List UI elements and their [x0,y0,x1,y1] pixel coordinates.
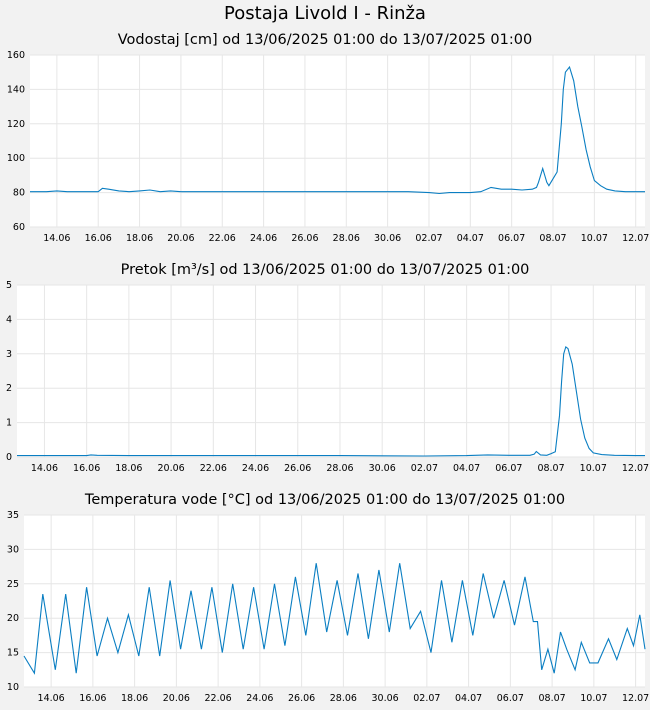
x-tick-label: 12.07 [622,463,649,474]
y-tick-label: 3 [6,349,12,360]
x-tick-label: 20.06 [157,463,184,474]
x-tick-label: 16.06 [79,693,106,704]
x-tick-label: 04.07 [457,233,484,244]
chart-title-discharge: Pretok [m³/s] od 13/06/2025 01:00 do 13/… [120,262,530,278]
x-tick-label: 30.06 [369,463,396,474]
series-line-water-temperature [23,563,646,675]
x-tick-label: 22.06 [200,463,227,474]
x-tick-label: 14.06 [43,233,70,244]
x-tick-label: 16.06 [73,463,100,474]
x-tick-label: 10.07 [581,233,608,244]
plot-area [30,55,645,227]
x-tick-label: 24.06 [242,463,269,474]
x-tick-label: 22.06 [209,233,236,244]
series-line-water-level [30,65,645,195]
y-tick-label: 2 [6,383,12,394]
x-tick-label: 26.06 [291,233,318,244]
y-tick-label: 5 [6,280,12,291]
chart-water-temperature: 10 15 20 25 30 35 14.06 16.06 18.06 20.06 22.06 24.… [7,510,649,704]
y-tick-label: 0 [6,452,12,463]
x-tick-label: 06.07 [495,463,522,474]
y-tick-label: 140 [7,84,25,95]
y-tick-label: 15 [7,648,19,659]
series-line-discharge [17,345,645,457]
y-tick-label: 100 [7,153,25,164]
x-tick-label: 12.07 [622,233,649,244]
x-tick-label: 02.07 [411,463,438,474]
y-tick-label: 160 [7,50,25,61]
page-title: Postaja Livold I - Rinža [224,3,426,24]
x-tick-label: 06.07 [498,233,525,244]
x-tick-label: 18.06 [126,233,153,244]
y-tick-label: 20 [7,613,19,624]
chart-discharge: 0 1 2 3 4 5 14.06 16.06 18.06 20.06 22.06 24.06 26.0… [6,280,649,474]
chart-water-level: 60 80 100 120 140 160 14.06 16.06 18.06 20.06 22.0… [7,50,649,244]
x-tick-label: 24.06 [250,233,277,244]
x-tick-label: 24.06 [246,693,273,704]
y-tick-label: 1 [6,418,12,429]
y-tick-label: 30 [7,544,19,555]
x-tick-label: 10.07 [580,463,607,474]
x-tick-label: 16.06 [85,233,112,244]
x-tick-label: 26.06 [288,693,315,704]
y-tick-label: 120 [7,119,25,130]
plot-area [17,285,645,457]
x-tick-label: 20.06 [163,693,190,704]
chart-title-water-level: Vodostaj [cm] od 13/06/2025 01:00 do 13/… [117,32,533,48]
chart-title-water-temperature: Temperatura vode [°C] od 13/06/2025 01:0… [84,492,566,508]
x-tick-label: 06.07 [497,693,524,704]
x-tick-label: 28.06 [326,463,353,474]
x-tick-label: 10.07 [580,693,607,704]
x-tick-label: 26.06 [284,463,311,474]
x-tick-label: 04.07 [455,693,482,704]
x-tick-label: 04.07 [453,463,480,474]
x-tick-label: 14.06 [31,463,58,474]
x-tick-label: 08.07 [539,233,566,244]
x-tick-label: 20.06 [167,233,194,244]
x-tick-label: 08.07 [537,463,564,474]
x-tick-label: 18.06 [115,463,142,474]
y-tick-label: 4 [6,314,12,325]
y-tick-label: 60 [13,222,25,233]
x-tick-label: 30.06 [374,233,401,244]
x-tick-label: 28.06 [330,693,357,704]
x-tick-label: 02.07 [413,693,440,704]
plot-area [24,515,645,687]
x-tick-label: 22.06 [205,693,232,704]
x-tick-label: 12.07 [622,693,649,704]
y-tick-label: 25 [7,579,19,590]
y-tick-label: 80 [13,188,25,199]
x-tick-label: 14.06 [38,693,65,704]
x-tick-label: 18.06 [121,693,148,704]
x-tick-label: 28.06 [333,233,360,244]
x-tick-label: 30.06 [372,693,399,704]
y-tick-label: 35 [7,510,19,521]
x-tick-label: 02.07 [415,233,442,244]
x-tick-label: 08.07 [539,693,566,704]
y-tick-label: 10 [7,682,19,693]
